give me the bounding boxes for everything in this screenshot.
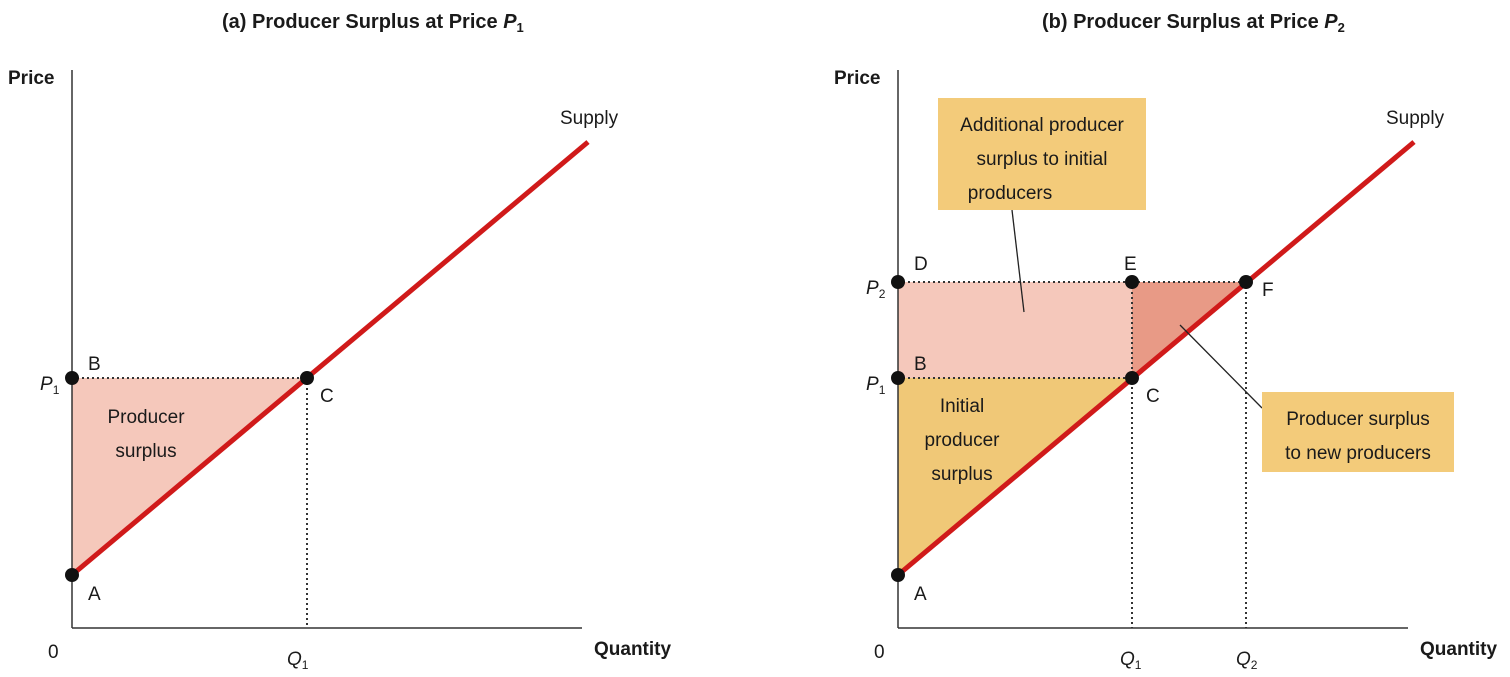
x-axis-label-b: Quantity bbox=[1420, 639, 1497, 660]
origin-label-b: 0 bbox=[874, 642, 885, 663]
point-d-dot bbox=[891, 275, 905, 289]
additional-callout-box bbox=[938, 98, 1146, 210]
leader-new bbox=[1179, 324, 1263, 409]
qty-q1-label-a: Q1 bbox=[287, 649, 309, 672]
point-a-dot-b bbox=[891, 568, 905, 582]
panel-b: (b) Producer Surplus at Price P2 Price Q… bbox=[834, 11, 1497, 672]
point-c-label-b: C bbox=[1146, 386, 1160, 407]
point-e-dot bbox=[1125, 275, 1139, 289]
additional-callout-line2: surplus to initial bbox=[977, 149, 1108, 170]
supply-label-b: Supply bbox=[1386, 108, 1445, 129]
point-f-dot bbox=[1239, 275, 1253, 289]
new-producers-callout-box bbox=[1262, 392, 1454, 472]
additional-callout-line1: Additional producer bbox=[960, 115, 1124, 136]
qty-q2-label: Q2 bbox=[1236, 649, 1258, 672]
point-f-label: F bbox=[1262, 280, 1274, 301]
qty-q1-label-b: Q1 bbox=[1120, 649, 1142, 672]
point-b-dot-b bbox=[891, 371, 905, 385]
point-c-dot-a bbox=[300, 371, 314, 385]
point-b-dot-a bbox=[65, 371, 79, 385]
producer-surplus-label-line1-a: Producer bbox=[107, 407, 185, 428]
point-b-label-a: B bbox=[88, 354, 101, 375]
point-d-label: D bbox=[914, 254, 928, 275]
panel-a: (a) Producer Surplus at Price P1 Price Q… bbox=[8, 11, 671, 672]
panel-a-title: (a) Producer Surplus at Price P1 bbox=[222, 11, 524, 35]
point-c-label-a: C bbox=[320, 386, 334, 407]
price-p2-label: P2 bbox=[866, 278, 886, 301]
initial-surplus-label-line2: producer bbox=[925, 430, 1001, 451]
price-p1-label-b: P1 bbox=[866, 374, 886, 397]
additional-surplus-area bbox=[898, 282, 1132, 378]
initial-surplus-label-line1: Initial bbox=[940, 396, 984, 417]
point-b-label-b: B bbox=[914, 354, 927, 375]
point-c-dot-b bbox=[1125, 371, 1139, 385]
price-p1-label-a: P1 bbox=[40, 374, 60, 397]
supply-curve-a bbox=[70, 140, 590, 577]
point-a-dot-a bbox=[65, 568, 79, 582]
y-axis-label-a: Price bbox=[8, 68, 54, 89]
origin-label-a: 0 bbox=[48, 642, 59, 663]
x-axis-label-a: Quantity bbox=[594, 639, 671, 660]
panel-b-title: (b) Producer Surplus at Price P2 bbox=[1042, 11, 1345, 35]
y-axis-label-b: Price bbox=[834, 68, 880, 89]
new-producers-callout-line1: Producer surplus bbox=[1286, 409, 1430, 430]
producer-surplus-label-line2-a: surplus bbox=[115, 441, 176, 462]
additional-callout-line3: producers bbox=[968, 183, 1053, 204]
point-a-label-a: A bbox=[88, 584, 101, 605]
point-e-label: E bbox=[1124, 254, 1137, 275]
leader-additional bbox=[1011, 209, 1025, 313]
supply-curve-b bbox=[896, 140, 1416, 577]
new-producers-callout-line2: to new producers bbox=[1285, 443, 1431, 464]
initial-surplus-label-line3: surplus bbox=[931, 464, 992, 485]
supply-label-a: Supply bbox=[560, 108, 619, 129]
point-a-label-b: A bbox=[914, 584, 927, 605]
